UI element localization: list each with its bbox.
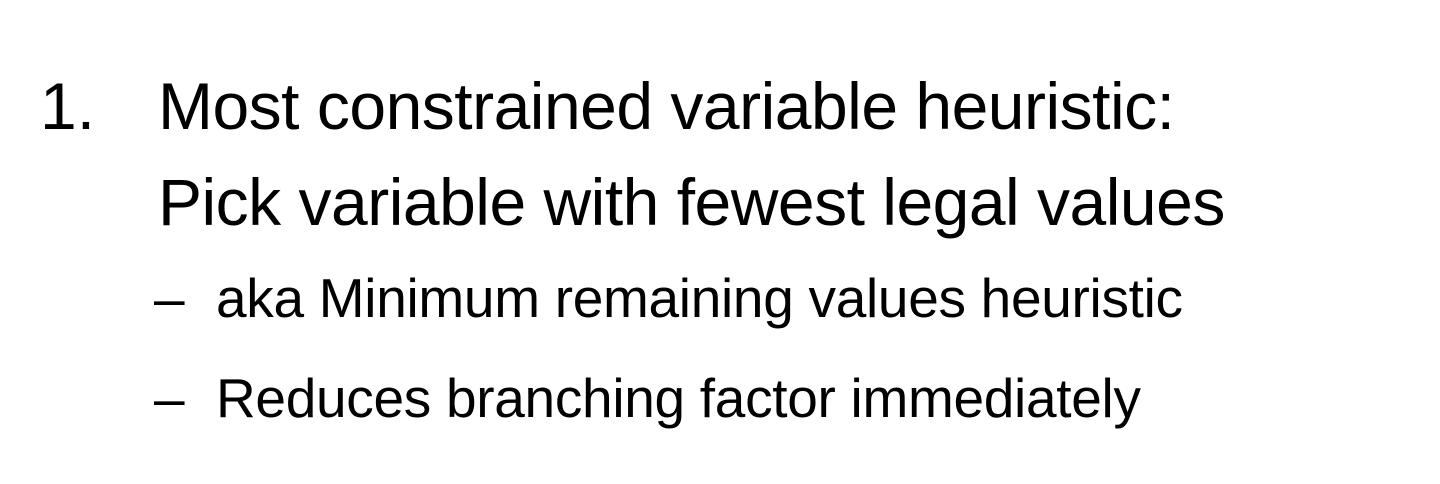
item-line-1: Most constrained variable heuristic:	[158, 69, 1175, 143]
dash-bullet-icon: –	[154, 267, 185, 329]
sub-bullet-branching-factor: – Reduces branching factor immediately	[154, 362, 1414, 462]
sub-bullet-list: – aka Minimum remaining values heuristic…	[154, 262, 1414, 462]
item-number: 1.	[40, 69, 96, 143]
item-line-2: Pick variable with fewest legal values	[158, 165, 1225, 239]
sub-bullet-minimum-remaining-values: – aka Minimum remaining values heuristic	[154, 262, 1414, 362]
dash-bullet-icon: –	[154, 367, 185, 429]
sub-bullet-text: Reduces branching factor immediately	[216, 367, 1141, 429]
sub-bullet-text: aka Minimum remaining values heuristic	[216, 267, 1183, 329]
item-text: Most constrained variable heuristic: Pic…	[158, 58, 1418, 250]
